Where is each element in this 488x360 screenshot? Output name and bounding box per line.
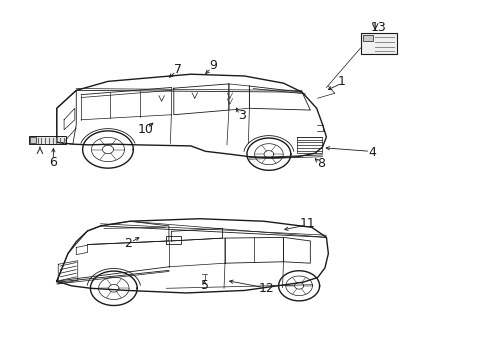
Text: 3: 3 bbox=[237, 109, 245, 122]
Text: 8: 8 bbox=[316, 157, 325, 170]
Bar bbox=[30, 137, 36, 143]
Bar bbox=[362, 35, 372, 41]
Text: 1: 1 bbox=[337, 75, 345, 88]
Text: 5: 5 bbox=[200, 279, 208, 292]
Text: 6: 6 bbox=[49, 156, 57, 168]
Text: 10: 10 bbox=[138, 123, 154, 136]
Text: 13: 13 bbox=[370, 21, 386, 34]
Text: 9: 9 bbox=[209, 59, 217, 72]
Bar bbox=[29, 136, 65, 144]
Text: 7: 7 bbox=[174, 63, 182, 76]
Text: 12: 12 bbox=[258, 282, 274, 295]
Text: 11: 11 bbox=[300, 216, 315, 230]
Text: 2: 2 bbox=[124, 237, 132, 250]
Bar bbox=[360, 33, 396, 54]
Text: 4: 4 bbox=[367, 145, 375, 158]
